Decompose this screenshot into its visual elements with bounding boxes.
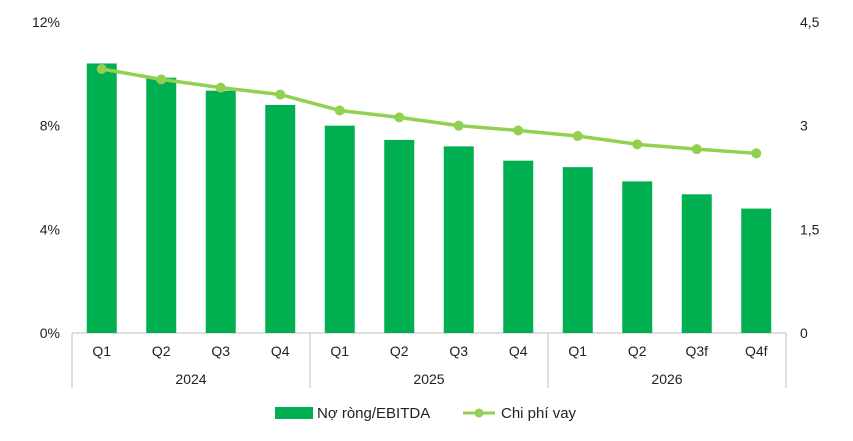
line-point: [453, 120, 464, 131]
x-tick-label: Q1: [568, 343, 587, 359]
line-series: [96, 63, 762, 159]
bar: [562, 167, 593, 333]
line-point: [691, 144, 702, 155]
y-right-tick-label: 1,5: [800, 221, 820, 237]
bar: [205, 90, 236, 333]
bar: [622, 181, 653, 333]
y-left-tick-label: 12%: [32, 14, 60, 30]
line-point: [632, 139, 643, 150]
legend-bar-label: Nợ ròng/EBITDA: [317, 405, 430, 422]
line-point: [96, 63, 107, 74]
axes: [71, 332, 787, 388]
y-axis-left: 0% 4% 8% 12%: [32, 14, 60, 341]
legend: Nợ ròng/EBITDA Chi phí vay: [275, 405, 577, 422]
bar: [443, 146, 474, 333]
x-tick-label: Q4: [271, 343, 290, 359]
bar: [86, 63, 117, 333]
y-left-tick-label: 8%: [40, 118, 60, 134]
x-tick-label: Q2: [152, 343, 171, 359]
line-path: [101, 67, 757, 156]
bar-series: [86, 63, 772, 334]
x-tick-label: Q3: [449, 343, 468, 359]
legend-bar-swatch: [275, 407, 313, 419]
line-point: [572, 131, 583, 142]
line-point: [215, 82, 226, 93]
x-tick-label: Q2: [628, 343, 647, 359]
x-tick-label: Q2: [390, 343, 409, 359]
x-tick-label: Q4: [509, 343, 528, 359]
legend-line-marker: [474, 408, 484, 418]
legend-line-label: Chi phí vay: [501, 405, 577, 422]
bar: [681, 194, 712, 333]
x-axis-categories: Q1 Q2 Q3 Q4 Q1 Q2 Q3 Q4 Q1 Q2 Q3f Q4f: [92, 343, 767, 359]
bar: [324, 125, 355, 334]
x-group-label: 2025: [413, 371, 444, 387]
x-tick-label: Q1: [330, 343, 349, 359]
y-left-tick-label: 0%: [40, 325, 60, 341]
y-left-tick-label: 4%: [40, 221, 60, 237]
y-axis-right: 0 1,5 3 4,5: [800, 14, 820, 341]
line-point: [513, 125, 524, 136]
y-right-tick-label: 3: [800, 118, 808, 134]
x-tick-label: Q4f: [745, 343, 768, 359]
bar: [741, 208, 772, 333]
bar: [384, 139, 415, 333]
x-tick-label: Q3f: [685, 343, 708, 359]
line-point: [394, 112, 405, 123]
y-right-tick-label: 4,5: [800, 14, 820, 30]
x-axis-groups: 2024 2025 2026: [175, 371, 682, 387]
line-point: [275, 89, 286, 100]
x-tick-label: Q3: [211, 343, 230, 359]
x-tick-label: Q1: [92, 343, 111, 359]
line-point: [156, 74, 167, 85]
x-group-label: 2026: [651, 371, 682, 387]
x-group-label: 2024: [175, 371, 206, 387]
bar: [503, 160, 534, 333]
bar: [265, 104, 296, 333]
line-point: [751, 148, 762, 159]
line-point: [334, 105, 345, 116]
y-right-tick-label: 0: [800, 325, 808, 341]
bar: [146, 77, 177, 334]
